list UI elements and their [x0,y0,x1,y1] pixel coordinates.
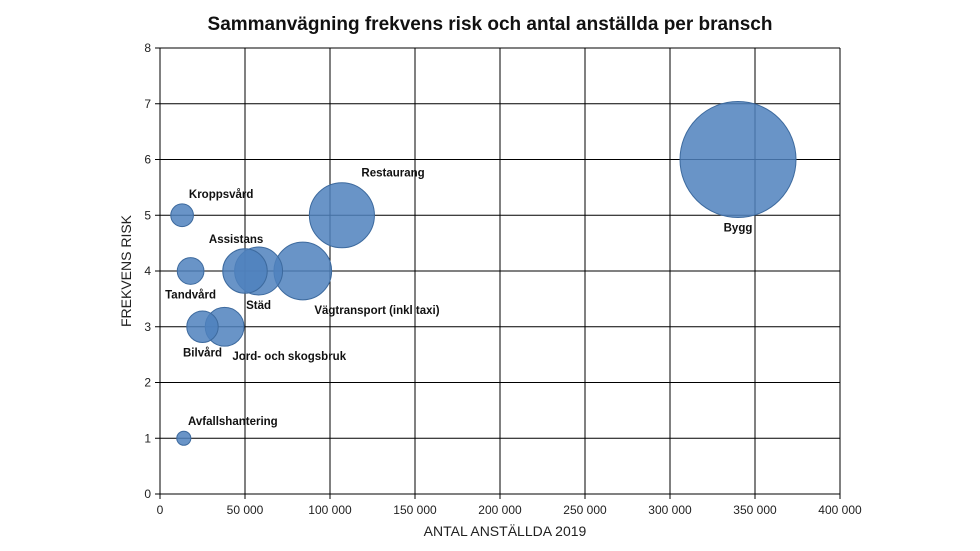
y-axis-title: FREKVENS RISK [118,214,134,327]
x-tick-label: 0 [157,503,164,517]
y-tick-label: 0 [144,487,151,501]
y-tick-label: 8 [144,41,151,55]
bubble [176,257,205,285]
bubble-label: Assistans [209,234,263,246]
y-tick-label: 7 [144,97,151,111]
x-tick-label: 150 000 [393,503,437,517]
chart-title: Sammanvägning frekvens risk och antal an… [208,14,773,35]
bubble [170,203,194,228]
x-tick-label: 50 000 [227,503,264,517]
x-axis-title: ANTAL ANSTÄLLDA 2019 [424,523,587,539]
bubble [186,310,219,343]
x-tick-label: 100 000 [308,503,352,517]
x-tick-label: 300 000 [648,503,692,517]
bubble-label: Jord- och skogsbruk [232,351,346,363]
tick-labels: 0 50 000 100 000 150 000 200 000 250 000 300 0… [144,41,862,517]
y-tick-label: 3 [144,320,151,334]
x-tick-label: 250 000 [563,503,607,517]
y-tick-label: 1 [144,431,151,445]
y-tick-label: 6 [144,153,151,167]
bubble-labels: Bygg Restaurang Kroppsvård Vägtransport (in… [165,168,752,429]
bubble-label: Kroppsvård [189,189,254,201]
bubble-label: Bygg [724,223,753,235]
bubble-label: Restaurang [361,168,424,180]
y-tick-label: 5 [144,208,151,222]
bubble [679,101,797,218]
bubble-label: Bilvård [183,347,222,359]
y-tick-label: 4 [144,264,151,278]
bubbles [170,101,797,446]
x-tick-label: 200 000 [478,503,522,517]
bubble [308,182,375,249]
grid [155,47,841,499]
bubble-label: Tandvård [165,289,216,301]
x-tick-label: 400 000 [818,503,862,517]
y-tick-label: 2 [144,376,151,390]
bubble-label: Städ [246,300,271,312]
bubble-label: Avfallshantering [188,416,278,428]
bubble-label: Vägtransport (inkl taxi) [314,305,439,317]
bubble [176,430,192,446]
x-tick-label: 350 000 [733,503,777,517]
bubble [222,248,268,294]
